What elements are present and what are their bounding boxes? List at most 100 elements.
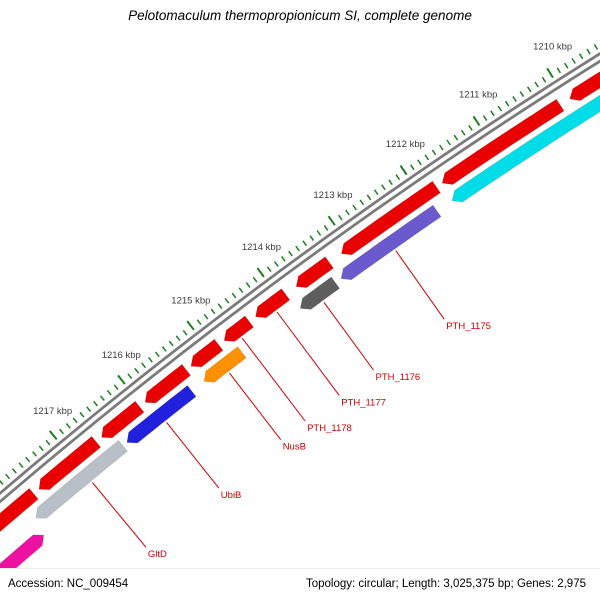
minor-tick-mark <box>134 367 140 374</box>
minor-tick-mark <box>238 287 244 294</box>
minor-tick-mark <box>417 159 422 166</box>
gene-label[interactable]: NusB <box>283 442 306 453</box>
major-tick-mark <box>186 320 195 331</box>
minor-tick-mark <box>127 373 133 379</box>
minor-tick-mark <box>93 400 98 407</box>
minor-tick-mark <box>563 62 569 69</box>
minor-tick-mark <box>482 115 488 122</box>
gene-UbiB[interactable] <box>126 385 197 444</box>
gene-arrow[interactable] <box>101 400 145 439</box>
gene-PTH_1177[interactable] <box>255 288 291 319</box>
minor-tick-mark <box>438 144 444 151</box>
gene-label[interactable]: PTH_1176 <box>376 372 421 383</box>
minor-tick-mark <box>113 384 119 390</box>
gene-label[interactable]: GltD <box>148 549 167 560</box>
minor-tick-mark <box>106 389 112 396</box>
minor-tick-mark <box>395 174 401 181</box>
scale-labels: 1210 kbp 1211 kbp 1212 kbp 1213 kbp 1214 kbp… <box>33 41 572 416</box>
major-tick-mark <box>546 67 554 79</box>
minor-tick-mark <box>224 297 230 304</box>
minor-tick-mark <box>497 105 503 112</box>
minor-tick-mark <box>460 129 466 136</box>
minor-tick-mark <box>593 44 599 50</box>
scale-ticks <box>0 44 599 485</box>
gene-arrow[interactable] <box>451 74 600 203</box>
minor-tick-mark <box>148 357 153 363</box>
minor-tick-mark <box>323 224 329 231</box>
gene-label[interactable]: PTH_1178 <box>307 423 352 434</box>
gene-label[interactable]: PTH_1175 <box>446 321 491 332</box>
major-tick-mark <box>399 165 408 176</box>
major-tick-mark <box>327 215 336 226</box>
minor-tick-mark <box>79 411 85 418</box>
gene-GltD[interactable] <box>35 439 128 519</box>
minor-tick-mark <box>273 261 279 267</box>
minor-tick-mark <box>168 340 174 347</box>
accession-text: Accession: NC_009454 <box>8 578 129 590</box>
scale-label: 1214 kbp <box>242 242 281 253</box>
minor-tick-mark <box>99 395 105 401</box>
status-bar: Accession: NC_009454 Topology: circular;… <box>0 568 600 600</box>
gene-label[interactable]: UbiB <box>221 490 242 501</box>
minor-tick-mark <box>519 91 525 98</box>
minor-tick-mark <box>373 189 379 196</box>
scale-label: 1210 kbp <box>533 41 572 52</box>
minor-tick-mark <box>526 86 532 93</box>
gene-label-leader <box>276 311 340 396</box>
major-tick-mark <box>48 430 58 441</box>
gene-arrow[interactable] <box>569 28 600 101</box>
gene-arrow[interactable] <box>441 98 565 185</box>
minor-tick-mark <box>453 134 459 141</box>
minor-tick-mark <box>175 335 181 342</box>
minor-tick-mark <box>203 313 209 320</box>
minor-tick-mark <box>252 276 258 283</box>
major-tick-mark <box>256 267 265 278</box>
minor-tick-mark <box>512 95 517 102</box>
minor-tick-mark <box>337 214 343 221</box>
minor-tick-mark <box>72 417 78 424</box>
minor-tick-mark <box>161 346 167 352</box>
minor-tick-mark <box>571 58 576 64</box>
minor-tick-mark <box>210 308 216 315</box>
gene-label-leader <box>395 250 445 320</box>
minor-tick-mark <box>490 110 495 117</box>
gene-arrow[interactable] <box>341 180 441 256</box>
minor-tick-mark <box>38 445 44 452</box>
minor-tick-mark <box>86 406 92 412</box>
minor-tick-mark <box>18 462 24 468</box>
gene-PTH_1178[interactable] <box>223 315 254 342</box>
gene-PTH_1176[interactable] <box>299 276 340 310</box>
gene-label[interactable]: PTH_1177 <box>341 397 386 408</box>
scale-label: 1213 kbp <box>313 190 352 201</box>
scale-label: 1212 kbp <box>386 139 425 150</box>
minor-tick-mark <box>586 48 591 55</box>
gene-arrow[interactable] <box>295 256 334 288</box>
gene-label-leader <box>241 337 306 422</box>
minor-tick-mark <box>366 194 372 201</box>
gene-arrow[interactable] <box>190 338 224 368</box>
minor-tick-mark <box>468 124 473 131</box>
minor-tick-mark <box>141 362 146 369</box>
major-tick-mark <box>117 374 126 385</box>
minor-tick-mark <box>245 282 251 288</box>
gene-arrow[interactable] <box>0 487 39 556</box>
minor-tick-mark <box>578 53 584 60</box>
minor-tick-mark <box>309 235 315 241</box>
minor-tick-mark <box>32 451 37 457</box>
minor-tick-mark <box>25 456 31 463</box>
scale-label: 1217 kbp <box>33 406 72 417</box>
minor-tick-mark <box>352 204 358 211</box>
minor-tick-mark <box>359 199 365 206</box>
minor-tick-mark <box>409 164 415 171</box>
minor-tick-mark <box>534 81 539 88</box>
minor-tick-mark <box>182 329 188 336</box>
gene-label-leader <box>92 482 147 548</box>
gene-arrow[interactable] <box>38 435 102 490</box>
gene-NusB[interactable] <box>203 346 247 383</box>
minor-tick-mark <box>316 230 322 236</box>
gene-arrow[interactable] <box>144 363 191 404</box>
minor-tick-mark <box>446 139 451 146</box>
minor-tick-mark <box>154 351 160 358</box>
gene-PTH_1175[interactable] <box>340 204 442 281</box>
